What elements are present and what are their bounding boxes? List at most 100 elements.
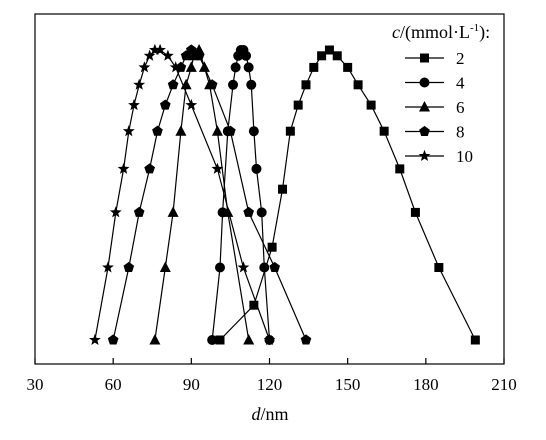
data-point	[193, 50, 205, 61]
data-point	[152, 125, 163, 136]
data-point	[149, 334, 161, 345]
data-point	[293, 100, 303, 110]
data-point	[117, 162, 130, 174]
data-point	[169, 61, 182, 73]
data-point	[167, 79, 179, 90]
data-point	[317, 51, 327, 61]
data-point	[186, 44, 197, 55]
series-line	[154, 48, 250, 341]
data-point	[228, 79, 239, 90]
legend-item-6: 6	[405, 98, 465, 117]
series-8	[107, 44, 312, 345]
data-point	[230, 62, 241, 73]
data-point	[167, 206, 179, 217]
legend-label: 10	[456, 147, 473, 166]
data-point	[267, 242, 277, 252]
data-point	[211, 162, 224, 174]
legend-label: 8	[456, 123, 465, 142]
data-point	[215, 335, 225, 345]
data-point	[343, 62, 353, 72]
data-point	[324, 45, 334, 55]
data-point	[207, 335, 218, 345]
data-point	[395, 164, 405, 174]
data-point	[366, 100, 376, 110]
data-point	[353, 80, 363, 90]
data-point	[154, 43, 166, 55]
data-point	[379, 126, 389, 136]
legend-item-10: 10	[405, 147, 473, 166]
series-line	[211, 49, 271, 341]
data-point	[193, 44, 205, 55]
legend-label: 2	[456, 49, 465, 68]
x-tick-label: 180	[413, 375, 439, 394]
legend-title: c/(mmol·L-1):	[392, 22, 490, 43]
data-point	[470, 335, 480, 345]
data-point	[128, 98, 140, 111]
data-point	[243, 206, 254, 217]
data-point	[133, 78, 146, 90]
data-point	[246, 79, 257, 90]
data-point	[300, 334, 312, 345]
series-10	[89, 43, 276, 345]
x-tick-label: 60	[105, 375, 122, 394]
data-point	[249, 300, 259, 310]
legend-marker	[419, 101, 430, 112]
data-point	[225, 125, 236, 136]
series-6	[149, 44, 255, 345]
x-tick-label: 90	[183, 375, 200, 394]
legend-marker	[420, 53, 429, 63]
x-tick-label: 150	[335, 375, 361, 394]
data-point	[144, 163, 155, 174]
legend-item-2: 2	[405, 49, 465, 68]
x-tick-label: 210	[491, 375, 517, 394]
plot-frame	[34, 13, 505, 365]
legend-title-superscript: -1	[470, 22, 479, 34]
data-point	[133, 206, 145, 217]
data-point	[309, 62, 319, 72]
data-point	[243, 62, 254, 73]
legend-label: 6	[456, 98, 465, 117]
data-point	[263, 333, 276, 345]
data-point	[301, 80, 311, 90]
series-line	[219, 49, 476, 341]
data-point	[248, 126, 259, 137]
data-point	[251, 163, 262, 174]
data-point	[434, 263, 444, 272]
data-point	[109, 206, 122, 218]
data-point	[175, 125, 187, 136]
data-point	[222, 206, 234, 217]
x-tick-label: 30	[27, 375, 44, 394]
data-point	[123, 261, 135, 272]
legend-label: 4	[456, 74, 465, 93]
data-point	[206, 79, 218, 90]
data-point	[259, 262, 270, 273]
data-point	[122, 125, 135, 137]
data-point	[185, 98, 198, 111]
data-point	[160, 99, 171, 110]
data-point	[102, 261, 114, 273]
legend-marker	[418, 149, 431, 161]
data-point	[159, 261, 171, 272]
x-axis-ticks: 30 60 90 120 150 180 210	[27, 358, 517, 394]
x-axis-label: d/nm	[251, 404, 288, 424]
data-point	[149, 43, 161, 55]
series-line	[112, 49, 307, 341]
legend-item-4: 4	[405, 74, 465, 93]
data-point	[278, 184, 288, 194]
series-2	[215, 45, 480, 345]
data-point	[332, 51, 342, 61]
data-point	[237, 261, 250, 273]
data-point	[269, 261, 280, 272]
data-point	[143, 49, 156, 61]
data-point	[162, 49, 174, 61]
legend-item-8: 8	[405, 123, 465, 142]
data-point	[241, 50, 252, 61]
data-point	[256, 207, 267, 218]
legend-marker	[419, 125, 430, 136]
legend-marker	[419, 77, 430, 88]
data-point	[107, 334, 119, 345]
data-point	[211, 125, 223, 136]
legend: c/(mmol·L-1): 2 4 6 8 10	[392, 22, 490, 166]
x-tick-label: 120	[257, 375, 283, 394]
